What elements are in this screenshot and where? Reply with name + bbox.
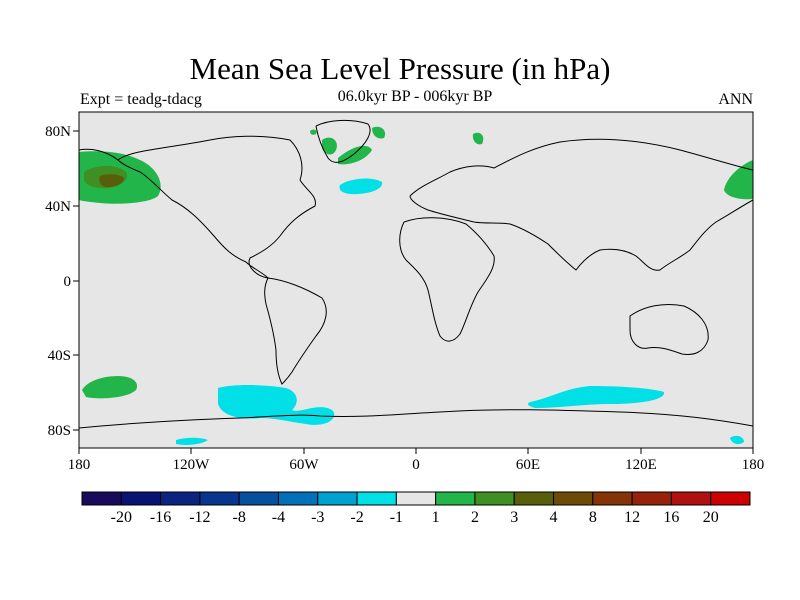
colorbar-box xyxy=(395,491,437,506)
experiment-label: Expt = teadg-tdacg xyxy=(80,91,202,108)
colorbar-label: 4 xyxy=(550,509,558,526)
anomaly-north-atlantic xyxy=(339,178,383,195)
x-tick-label: 120E xyxy=(625,457,657,473)
anomaly-arctic-b xyxy=(310,129,317,135)
colorbar-box xyxy=(199,491,240,506)
colorbar xyxy=(81,491,751,506)
anomaly-east-greenland xyxy=(338,145,372,165)
colorbar-box xyxy=(238,491,279,506)
colorbar-label: -3 xyxy=(311,509,324,526)
colorbar-label: -2 xyxy=(350,509,363,526)
colorbar-label: 1 xyxy=(432,509,440,526)
coast-alaska xyxy=(78,148,119,161)
coastlines xyxy=(78,119,754,429)
x-tick-label: 180 xyxy=(742,457,765,473)
colorbar-label: -1 xyxy=(390,509,403,526)
period-label: 06.0kyr BP - 006kyr BP xyxy=(337,88,493,105)
anomaly-north-pacific-east xyxy=(724,160,753,200)
colorbar-label: 16 xyxy=(663,509,679,526)
colorbar-box xyxy=(474,491,515,506)
colorbar-box xyxy=(277,491,319,506)
x-tick-label: 180 xyxy=(68,457,91,473)
colorbar-box xyxy=(435,491,476,506)
colorbar-box xyxy=(317,491,358,506)
y-tick-label: 80S xyxy=(48,423,71,439)
y-tick-labels: 80N 40N 0 40S 80S xyxy=(45,124,71,439)
map-title: Mean Sea Level Pressure (in hPa) xyxy=(189,51,611,86)
colorbar-label: 12 xyxy=(624,509,640,526)
axis-ticks xyxy=(73,130,754,454)
coast-eurasia xyxy=(409,138,754,271)
y-tick-label: 40S xyxy=(48,348,71,364)
coast-north-america xyxy=(117,135,316,279)
coast-australia xyxy=(629,303,709,355)
colorbar-label: -16 xyxy=(150,509,171,526)
anomaly-barents xyxy=(472,132,484,145)
colorbar-label: -12 xyxy=(189,509,210,526)
anomaly-arctic-a xyxy=(372,126,386,139)
x-tick-label: 60E xyxy=(516,457,540,473)
y-tick-label: 40N xyxy=(45,199,71,215)
colorbar-box xyxy=(631,491,672,506)
colorbar-labels: -20 -16 -12 -8 -4 -3 -2 -1 1 2 3 4 8 12 16 20 xyxy=(111,509,719,526)
y-tick-label: 80N xyxy=(45,124,71,140)
colorbar-label: -4 xyxy=(272,509,285,526)
colorbar-label: 8 xyxy=(589,509,597,526)
colorbar-label: 3 xyxy=(510,509,518,526)
colorbar-box xyxy=(160,491,201,506)
x-tick-label: 120W xyxy=(173,457,211,473)
x-tick-label: 0 xyxy=(412,457,420,473)
y-tick-label: 0 xyxy=(64,274,72,290)
x-tick-labels: 180 120W 60W 0 60E 120E 180 xyxy=(68,457,765,473)
colorbar-label: 2 xyxy=(471,509,479,526)
colorbar-box xyxy=(513,491,555,506)
anomaly-south-pacific xyxy=(82,376,138,399)
anomaly-north-pacific-peak xyxy=(99,174,124,188)
anomaly-greenland xyxy=(322,137,337,155)
colorbar-box xyxy=(120,491,162,506)
colorbar-box xyxy=(81,491,122,506)
season-label: ANN xyxy=(718,91,753,108)
colorbar-box xyxy=(670,491,712,506)
coast-south-america xyxy=(264,277,327,385)
colorbar-label: -8 xyxy=(233,509,246,526)
colorbar-label: -20 xyxy=(111,509,132,526)
anomaly-antarctic-coast xyxy=(176,437,208,445)
coast-greenland xyxy=(315,119,371,163)
coast-africa xyxy=(399,217,495,342)
colorbar-label: 20 xyxy=(703,509,719,526)
colorbar-box xyxy=(553,491,594,506)
x-tick-label: 60W xyxy=(289,457,319,473)
colorbar-box xyxy=(710,491,751,506)
anomaly-southern-ocean-east xyxy=(527,386,665,408)
coast-antarctica xyxy=(78,409,754,429)
colorbar-box xyxy=(592,491,633,506)
anomaly-ross-sea xyxy=(730,435,744,445)
colorbar-box xyxy=(356,491,397,506)
